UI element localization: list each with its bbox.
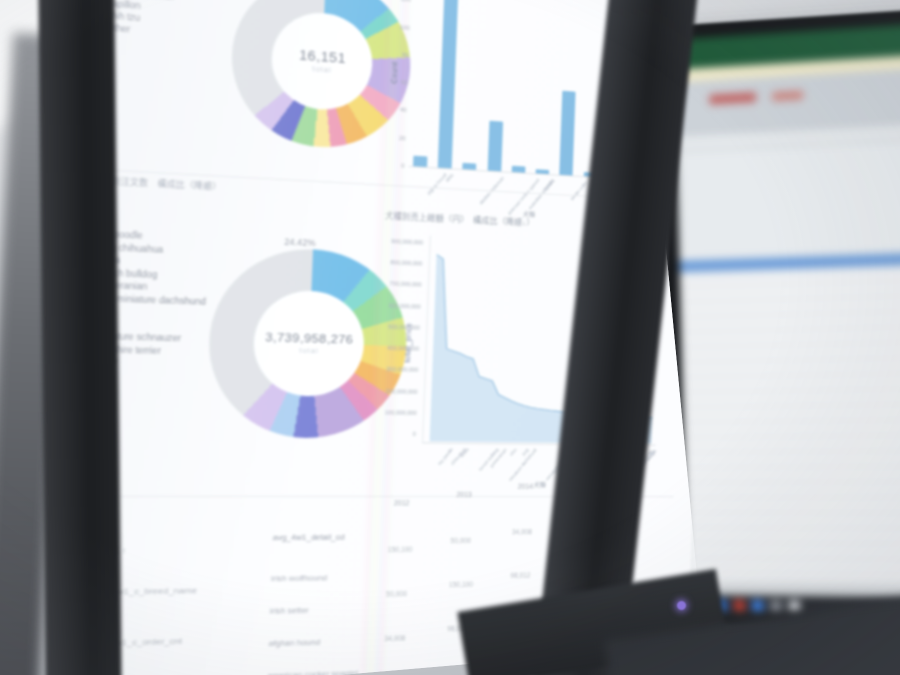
area-chart-x-label: chin bbox=[508, 447, 518, 457]
pivot-cell: 34,008 bbox=[384, 635, 406, 644]
right-monitor bbox=[660, 9, 900, 629]
pivot-year-header: 2012 bbox=[393, 500, 410, 508]
dashboard: pomeranian6.48%chin4.40%miniature dachsh… bbox=[98, 0, 701, 675]
donut1-total: 16,151 bbox=[298, 46, 347, 67]
area-chart-y-tick: 0 bbox=[412, 431, 417, 439]
pivot-cell: 34,008 bbox=[511, 529, 533, 537]
breed-list-item: afghan hound bbox=[268, 637, 321, 649]
donut1-total-label: total bbox=[312, 65, 332, 75]
pivot-cell: 150,100 bbox=[448, 581, 474, 590]
pivot-cell: 50,000 bbox=[450, 537, 472, 546]
taskbar-icon-lightblue bbox=[751, 599, 764, 611]
pivot-cell: 150,100 bbox=[387, 546, 413, 555]
spreadsheet-grid-lower bbox=[679, 264, 900, 585]
bar bbox=[413, 155, 428, 167]
breed-list-header: avg_4w1_detail_cd bbox=[272, 532, 345, 543]
breed-list-item: irish setter bbox=[269, 605, 310, 616]
bar-chart-x-label: border collie bbox=[569, 180, 589, 202]
donut1-center: 16,151 total bbox=[270, 9, 374, 113]
bar bbox=[487, 120, 503, 172]
breed-list-item: american cocker spaniel bbox=[267, 668, 358, 675]
ribbon-red-highlight-2 bbox=[772, 90, 804, 102]
power-led bbox=[677, 601, 686, 610]
bar bbox=[511, 165, 526, 173]
left-monitor-left-bezel bbox=[38, 0, 122, 675]
taskbar-icon-white bbox=[788, 600, 801, 612]
bar bbox=[437, 0, 459, 169]
right-monitor-screen bbox=[673, 24, 900, 618]
donut2-total: 3,739,958,276 bbox=[264, 331, 354, 347]
bar-chart-x-label: afghan hound bbox=[425, 172, 448, 196]
breed-list-item: irish wolfhound bbox=[270, 572, 328, 584]
bar bbox=[559, 90, 576, 176]
pivot-year-header: 2014 bbox=[517, 483, 533, 491]
taskbar-icon-red bbox=[733, 599, 746, 611]
spreadsheet-grid-upper bbox=[676, 140, 900, 261]
taskbar-icon-gray bbox=[770, 599, 782, 612]
bar bbox=[462, 162, 477, 170]
bar bbox=[535, 169, 550, 175]
pivot-cell: 98,012 bbox=[510, 572, 531, 580]
pivot-cell: 50,000 bbox=[385, 590, 408, 599]
donut2-center: 3,739,958,276 total bbox=[251, 288, 367, 398]
donut2-total-label: total bbox=[299, 347, 319, 356]
legend-percent: 24.42% bbox=[284, 237, 316, 249]
ribbon-red-highlight bbox=[709, 92, 757, 105]
pivot-year-header: 2013 bbox=[456, 491, 472, 500]
